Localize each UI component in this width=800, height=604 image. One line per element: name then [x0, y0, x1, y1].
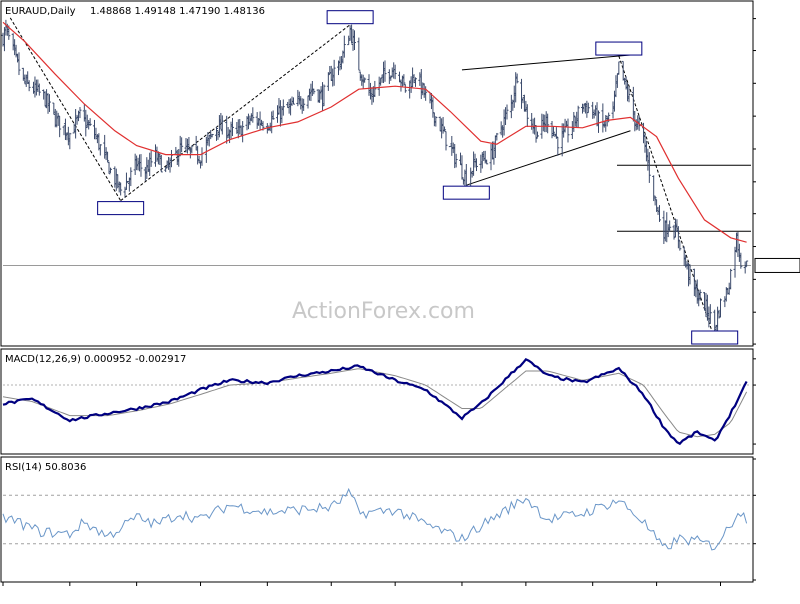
price-layer — [1, 10, 751, 345]
price-panel-frame — [0, 0, 754, 347]
rsi-layer — [2, 487, 751, 551]
swing-label-box — [442, 185, 490, 200]
current-price-marker — [754, 257, 800, 273]
watermark: ActionForex.com — [292, 299, 475, 324]
chart-ohlc-label: 1.48868 1.49148 1.47190 1.48136 — [90, 6, 265, 17]
macd-layer — [2, 358, 751, 446]
macd-signal-line — [2, 368, 748, 438]
swing-label-box — [326, 10, 374, 25]
swing-label-box — [595, 41, 643, 56]
trend-channel-upper — [461, 54, 631, 71]
moving-average-line — [2, 21, 747, 243]
rsi-panel-frame — [0, 456, 754, 583]
macd-line — [2, 358, 748, 446]
axis-layer — [2, 18, 800, 586]
rsi-title: RSI(14) 50.8036 — [5, 462, 86, 473]
chart-symbol-label: EURAUD,Daily — [5, 6, 76, 17]
swing-label-box — [97, 201, 145, 216]
swing-line-dashed — [9, 17, 122, 201]
macd-title: MACD(12,26,9) 0.000952 -0.002917 — [5, 354, 186, 365]
trend-channel-lower — [466, 130, 631, 186]
rsi-line — [2, 487, 748, 551]
swing-line-dashed — [120, 24, 351, 202]
swing-label-box — [691, 330, 739, 345]
macd-panel-frame — [0, 348, 754, 455]
